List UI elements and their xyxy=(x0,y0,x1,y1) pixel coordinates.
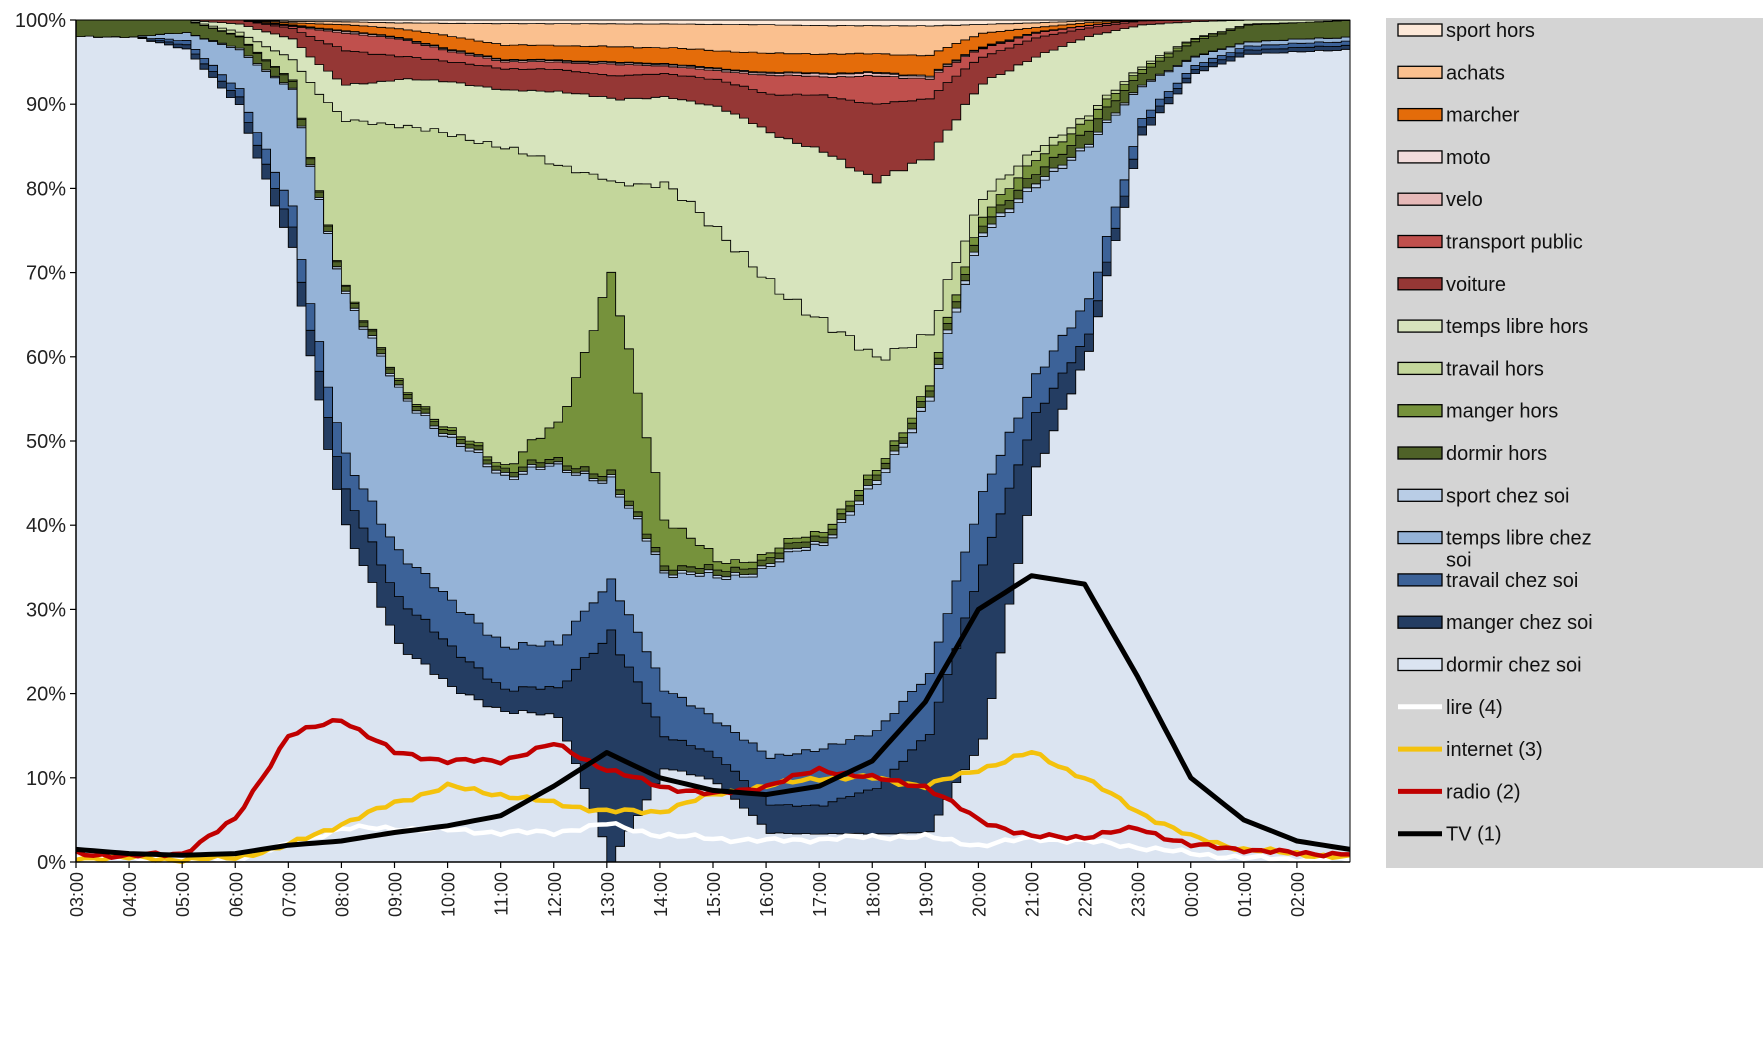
legend-label: sport hors xyxy=(1446,20,1535,42)
legend-swatch xyxy=(1397,573,1443,587)
legend-label: transport public xyxy=(1446,232,1583,254)
legend-swatch xyxy=(1397,361,1443,376)
axes: 0% 10% 20% 30% 40% 50% 60% 70% 80% 90% 100% 03:00 04… xyxy=(15,10,1351,917)
x-tick-label: 03:00 xyxy=(67,872,87,917)
legend-item-manger-hors: manger hors xyxy=(1397,401,1558,423)
legend-swatch xyxy=(1397,615,1443,629)
legend-item-dormir-chez-soi: dormir chez soi xyxy=(1397,655,1582,677)
legend-swatch xyxy=(1397,488,1443,502)
legend-item-temps-libre-hors: temps libre hors xyxy=(1397,316,1588,338)
y-tick-label: 0% xyxy=(37,852,66,874)
x-tick-label: 02:00 xyxy=(1288,872,1308,917)
legend-label: moto xyxy=(1446,147,1490,169)
y-tick-label: 80% xyxy=(26,178,66,200)
legend-swatch xyxy=(1397,23,1443,37)
x-tick-label: 01:00 xyxy=(1235,872,1255,917)
legend-item-internet-3: internet (3) xyxy=(1398,739,1543,761)
legend-label: temps libre chez soi xyxy=(1446,528,1592,572)
legend-item-velo: velo xyxy=(1397,189,1483,211)
x-tick-label: 21:00 xyxy=(1023,872,1043,917)
x-tick-label: 11:00 xyxy=(492,872,512,916)
x-tick-label: 12:00 xyxy=(545,872,565,917)
x-tick-label: 22:00 xyxy=(1076,872,1096,917)
x-tick-label: 17:00 xyxy=(810,872,830,917)
legend-item-sport-hors: sport hors xyxy=(1397,20,1535,42)
line-tv-1 xyxy=(75,573,1351,858)
x-tick-label: 00:00 xyxy=(1182,872,1202,917)
legend-swatch xyxy=(1397,192,1443,206)
legend-swatch xyxy=(1397,107,1443,122)
legend-label: radio (2) xyxy=(1446,781,1520,803)
legend-item-temps-libre-chez-soi: temps libre chez soi xyxy=(1397,528,1592,572)
x-tick-label: 07:00 xyxy=(279,872,299,917)
legend-background xyxy=(1386,18,1763,868)
legend-label: achats xyxy=(1446,62,1505,84)
legend-item-travail-chez-soi: travail chez soi xyxy=(1397,570,1578,592)
legend-swatch xyxy=(1397,150,1443,164)
legend-swatch xyxy=(1397,234,1443,249)
legend-label: voiture xyxy=(1446,274,1506,296)
legend-label: lire (4) xyxy=(1446,697,1503,719)
legend-item-transport-public: transport public xyxy=(1397,232,1583,254)
x-tick-label: 08:00 xyxy=(332,872,352,917)
y-tick-label: 90% xyxy=(26,94,66,116)
x-tick-label: 19:00 xyxy=(916,872,936,917)
legend-item-achats: achats xyxy=(1397,62,1505,84)
legend-item-travail-hors: travail hors xyxy=(1397,358,1544,380)
legend-swatch xyxy=(1397,277,1443,291)
legend-item-sport-chez-soi: sport chez soi xyxy=(1397,485,1569,507)
legend-item-moto: moto xyxy=(1397,147,1490,169)
y-tick-label: 30% xyxy=(26,599,66,621)
legend-label: travail chez soi xyxy=(1446,570,1578,592)
legend-label: temps libre hors xyxy=(1446,316,1588,338)
x-tick-label: 20:00 xyxy=(969,872,989,917)
legend-label: dormir hors xyxy=(1446,443,1547,465)
legend-label: TV (1) xyxy=(1446,824,1502,846)
x-tick-label: 15:00 xyxy=(704,872,724,917)
y-tick-label: 60% xyxy=(26,347,66,369)
legend-label: marcher xyxy=(1446,105,1520,127)
legend-item-voiture: voiture xyxy=(1397,274,1506,296)
y-tick-label: 70% xyxy=(26,263,66,285)
legend-item-lire-4: lire (4) xyxy=(1398,697,1503,719)
legend-item-marcher: marcher xyxy=(1397,105,1520,127)
x-tick-label: 09:00 xyxy=(386,872,406,917)
y-tick-label: 10% xyxy=(26,768,66,790)
legend-label: travail hors xyxy=(1446,358,1544,380)
legend: sport hors achats marcher moto velo transport… xyxy=(1386,18,1763,868)
plot-area xyxy=(75,19,1351,863)
legend-swatch xyxy=(1397,65,1443,79)
legend-item-dormir-hors: dormir hors xyxy=(1397,443,1547,465)
legend-item-radio-2: radio (2) xyxy=(1398,781,1520,803)
x-tick-label: 16:00 xyxy=(757,872,777,917)
x-tick-label: 13:00 xyxy=(598,872,618,917)
legend-label: manger hors xyxy=(1446,401,1558,423)
line-series-layer xyxy=(75,573,1351,865)
legend-swatch xyxy=(1397,657,1443,672)
y-tick-label: 40% xyxy=(26,515,66,537)
legend-label: sport chez soi xyxy=(1446,485,1569,507)
legend-swatch xyxy=(1397,319,1443,333)
legend-label: internet (3) xyxy=(1446,739,1543,761)
y-tick-label: 100% xyxy=(15,10,66,32)
legend-item-manger-chez-soi: manger chez soi xyxy=(1397,612,1593,634)
legend-item-tv-1: TV (1) xyxy=(1398,824,1502,846)
x-tick-label: 06:00 xyxy=(226,872,246,917)
legend-label: manger chez soi xyxy=(1446,612,1593,634)
x-tick-label: 05:00 xyxy=(173,872,193,917)
x-tick-label: 04:00 xyxy=(120,872,140,917)
legend-swatch xyxy=(1397,530,1443,545)
legend-label: dormir chez soi xyxy=(1446,655,1582,677)
x-tick-label: 18:00 xyxy=(863,872,883,917)
y-tick-label: 20% xyxy=(26,684,66,706)
legend-swatch xyxy=(1397,404,1443,418)
legend-label: velo xyxy=(1446,189,1483,211)
x-tick-label: 10:00 xyxy=(439,872,459,917)
y-tick-label: 50% xyxy=(26,431,66,453)
legend-swatch xyxy=(1397,446,1443,460)
x-tick-label: 14:00 xyxy=(651,872,671,917)
x-tick-label: 23:00 xyxy=(1129,872,1149,917)
